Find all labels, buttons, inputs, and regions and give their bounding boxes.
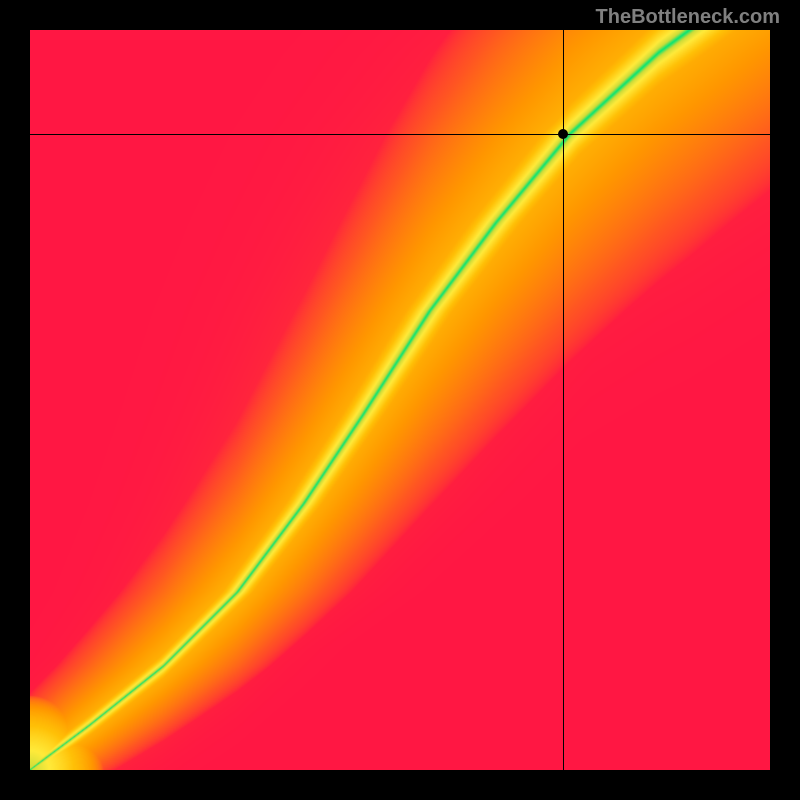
crosshair-vertical [563, 30, 564, 770]
crosshair-marker [558, 129, 568, 139]
watermark-text: TheBottleneck.com [596, 6, 780, 29]
heatmap-plot [30, 30, 770, 770]
heatmap-canvas [30, 30, 770, 770]
crosshair-horizontal [30, 134, 770, 135]
